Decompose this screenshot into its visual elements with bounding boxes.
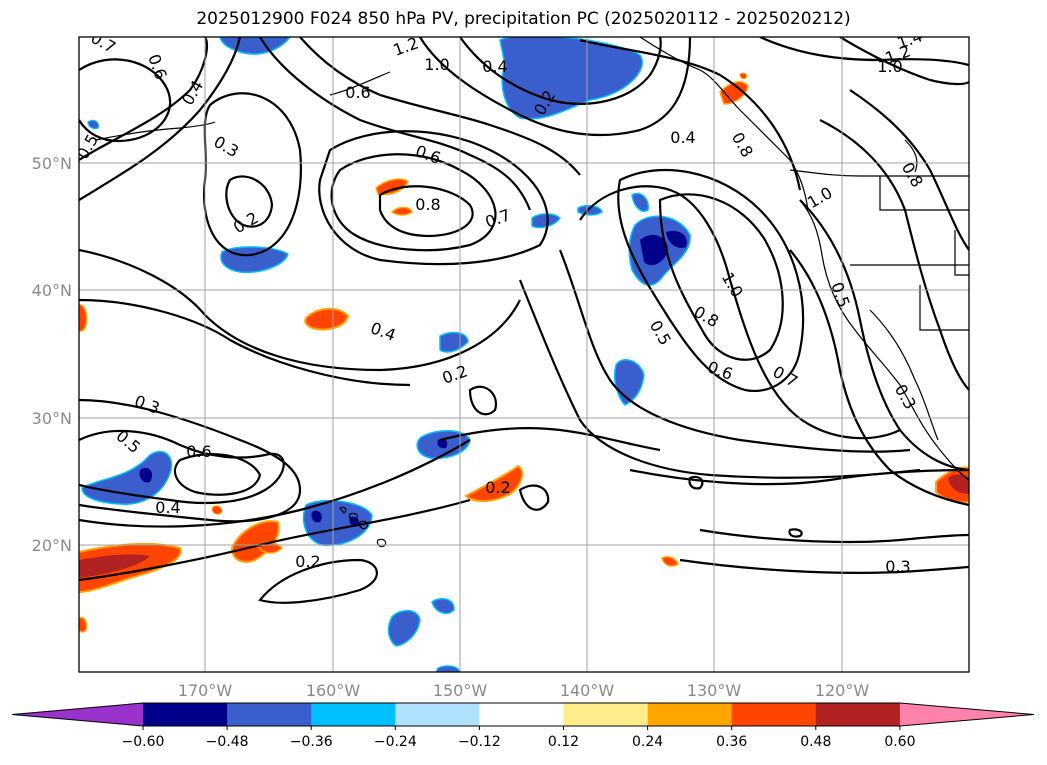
colorbar-tick-label: 0.36 — [716, 734, 747, 750]
lat-label-20n: 20°N — [32, 536, 72, 555]
longitude-labels: 170°W 160°W 150°W 140°W 130°W 120°W — [178, 681, 870, 700]
colorbar-extend-low — [12, 703, 143, 726]
precip-negative-north-aleutian — [219, 37, 291, 55]
coastlines — [95, 37, 969, 548]
colorbar-tick-label: −0.60 — [122, 734, 165, 750]
colorbar-segment — [227, 703, 312, 726]
map-frame — [78, 36, 970, 673]
colorbar-tick-label: 0.60 — [884, 734, 915, 750]
contour-label: 0.6 — [186, 442, 211, 461]
lon-label-140w: 140°W — [560, 681, 615, 700]
lat-label-50n: 50°N — [32, 154, 72, 173]
contour-label: 0.4 — [670, 128, 695, 147]
colorbar-segment — [395, 703, 480, 726]
colorbar-tick-label: −0.24 — [374, 734, 417, 750]
colorbar-segment — [563, 703, 649, 726]
map-area — [79, 37, 969, 672]
lon-label-160w: 160°W — [306, 681, 361, 700]
lat-label-40n: 40°N — [32, 281, 72, 300]
colorbar-segment — [311, 703, 396, 726]
graticule — [79, 37, 969, 672]
contour-label: 0.3 — [885, 557, 910, 576]
colorbar-segment — [731, 703, 817, 726]
colorbar-tick-label: −0.48 — [206, 734, 249, 750]
colorbar-tick-label: 0.48 — [800, 734, 831, 750]
contour-label: 0.6 — [345, 83, 370, 102]
map-title: 2025012900 F024 850 hPa PV, precipitatio… — [196, 9, 851, 29]
colorbar-tick-label: −0.12 — [458, 734, 501, 750]
precip-negative-south — [387, 609, 421, 647]
contour-label: 0.2 — [485, 478, 510, 497]
colorbar-segment — [647, 703, 733, 726]
colorbar-segment — [815, 703, 901, 726]
contour-label: 0.2 — [295, 552, 320, 571]
lon-label-120w: 120°W — [815, 681, 870, 700]
colorbar-segment — [143, 703, 228, 726]
lon-label-130w: 130°W — [687, 681, 742, 700]
precip-positive-north-central — [304, 307, 350, 331]
lat-label-30n: 30°N — [32, 409, 72, 428]
contour-label: 1.0 — [877, 57, 902, 76]
colorbar-extend-high — [899, 703, 1034, 726]
contour-label: 0.8 — [415, 195, 440, 214]
contour-label: 1.0 — [424, 55, 449, 74]
contour-label: 0.4 — [482, 57, 507, 76]
lon-label-150w: 150°W — [433, 681, 488, 700]
lon-label-170w: 170°W — [178, 681, 233, 700]
precip-negative-gulf-alaska — [499, 37, 643, 120]
pv-contours — [79, 37, 969, 604]
colorbar-segment — [479, 703, 564, 726]
colorbar-tick-label: 0.24 — [632, 734, 663, 750]
contour-label: 0.4 — [155, 498, 180, 517]
precip-negative-hawaii — [302, 499, 373, 546]
colorbar: −0.60 −0.48 −0.36 −0.24 −0.12 0.12 0.24 0.36 0.4… — [11, 702, 1035, 750]
colorbar-tick-label: −0.36 — [290, 734, 333, 750]
latitude-labels: 20°N 30°N 40°N 50°N — [32, 154, 72, 555]
colorbar-tick-label: 0.12 — [548, 734, 579, 750]
